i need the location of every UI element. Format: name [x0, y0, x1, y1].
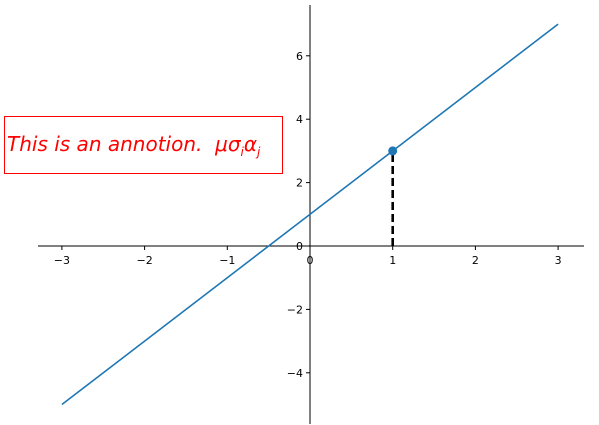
x-tick-label: −1	[219, 254, 235, 267]
annotation-text: This is an annotion. μσiαj	[7, 132, 260, 159]
series-line	[61, 23, 559, 406]
x-tick-label: 1	[389, 254, 396, 267]
y-tick-label: 4	[296, 113, 303, 126]
highlight-point	[388, 146, 398, 156]
annotation-label: This is an annotion.	[7, 131, 203, 156]
x-tick-label: −2	[136, 254, 152, 267]
y-tick-label: −4	[287, 367, 303, 380]
y-tick-label: 6	[296, 50, 303, 63]
x-tick-label: 2	[472, 254, 479, 267]
plot-area	[61, 23, 559, 406]
x-tick-label: 3	[555, 254, 562, 267]
annotation-math2: α	[243, 131, 258, 156]
annotation-sub-j: j	[257, 144, 261, 159]
annotation-sub-i: i	[240, 144, 244, 159]
y-tick-label: 0	[296, 240, 303, 253]
annotation-math: μσ	[215, 131, 241, 156]
y-tick-label: 2	[296, 177, 303, 190]
x-tick-label: −3	[54, 254, 70, 267]
ticks: −3 −2 −1 0 1 2 3 −4 −2 0 2 4 6	[54, 50, 562, 380]
y-tick-label: −2	[287, 303, 303, 316]
x-tick-label: 0	[307, 254, 314, 267]
annotation-box: This is an annotion. μσiαj	[4, 116, 283, 174]
